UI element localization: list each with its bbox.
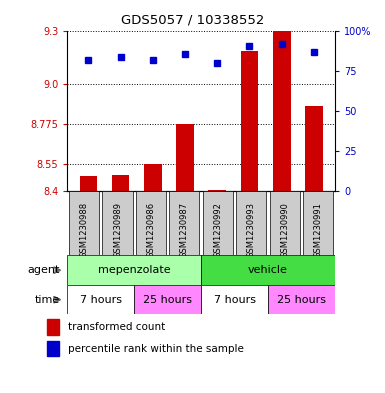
Bar: [268, 285, 335, 314]
Text: GSM1230991: GSM1230991: [314, 202, 323, 258]
Bar: [69, 191, 99, 255]
Text: 7 hours: 7 hours: [80, 295, 122, 305]
Bar: [203, 191, 233, 255]
Text: GSM1230992: GSM1230992: [213, 202, 223, 258]
Bar: [273, 31, 291, 191]
Bar: [169, 191, 199, 255]
Bar: [305, 106, 323, 191]
Text: GSM1230988: GSM1230988: [80, 202, 89, 259]
Text: percentile rank within the sample: percentile rank within the sample: [68, 344, 244, 354]
Text: vehicle: vehicle: [248, 265, 288, 275]
Bar: [112, 175, 129, 191]
Bar: [67, 255, 201, 285]
Bar: [201, 255, 335, 285]
Text: 25 hours: 25 hours: [143, 295, 192, 305]
Bar: [270, 191, 300, 255]
Bar: [102, 191, 132, 255]
Bar: [134, 285, 201, 314]
Bar: [201, 285, 268, 314]
Bar: [80, 176, 97, 191]
Bar: [241, 51, 258, 191]
Text: GSM1230993: GSM1230993: [247, 202, 256, 258]
Text: agent: agent: [27, 265, 60, 275]
Bar: [47, 320, 59, 334]
Bar: [136, 191, 166, 255]
Text: 25 hours: 25 hours: [277, 295, 326, 305]
Bar: [236, 191, 266, 255]
Bar: [208, 190, 226, 191]
Text: 7 hours: 7 hours: [214, 295, 256, 305]
Bar: [67, 285, 134, 314]
Text: GSM1230986: GSM1230986: [146, 202, 156, 259]
Bar: [144, 164, 162, 191]
Text: time: time: [34, 295, 60, 305]
Bar: [47, 341, 59, 356]
Bar: [303, 191, 333, 255]
Text: GSM1230987: GSM1230987: [180, 202, 189, 259]
Text: transformed count: transformed count: [68, 322, 165, 332]
Text: mepenzolate: mepenzolate: [98, 265, 171, 275]
Text: GSM1230990: GSM1230990: [280, 202, 289, 258]
Bar: [176, 124, 194, 191]
Text: GSM1230989: GSM1230989: [113, 202, 122, 258]
Text: GDS5057 / 10338552: GDS5057 / 10338552: [121, 14, 264, 27]
